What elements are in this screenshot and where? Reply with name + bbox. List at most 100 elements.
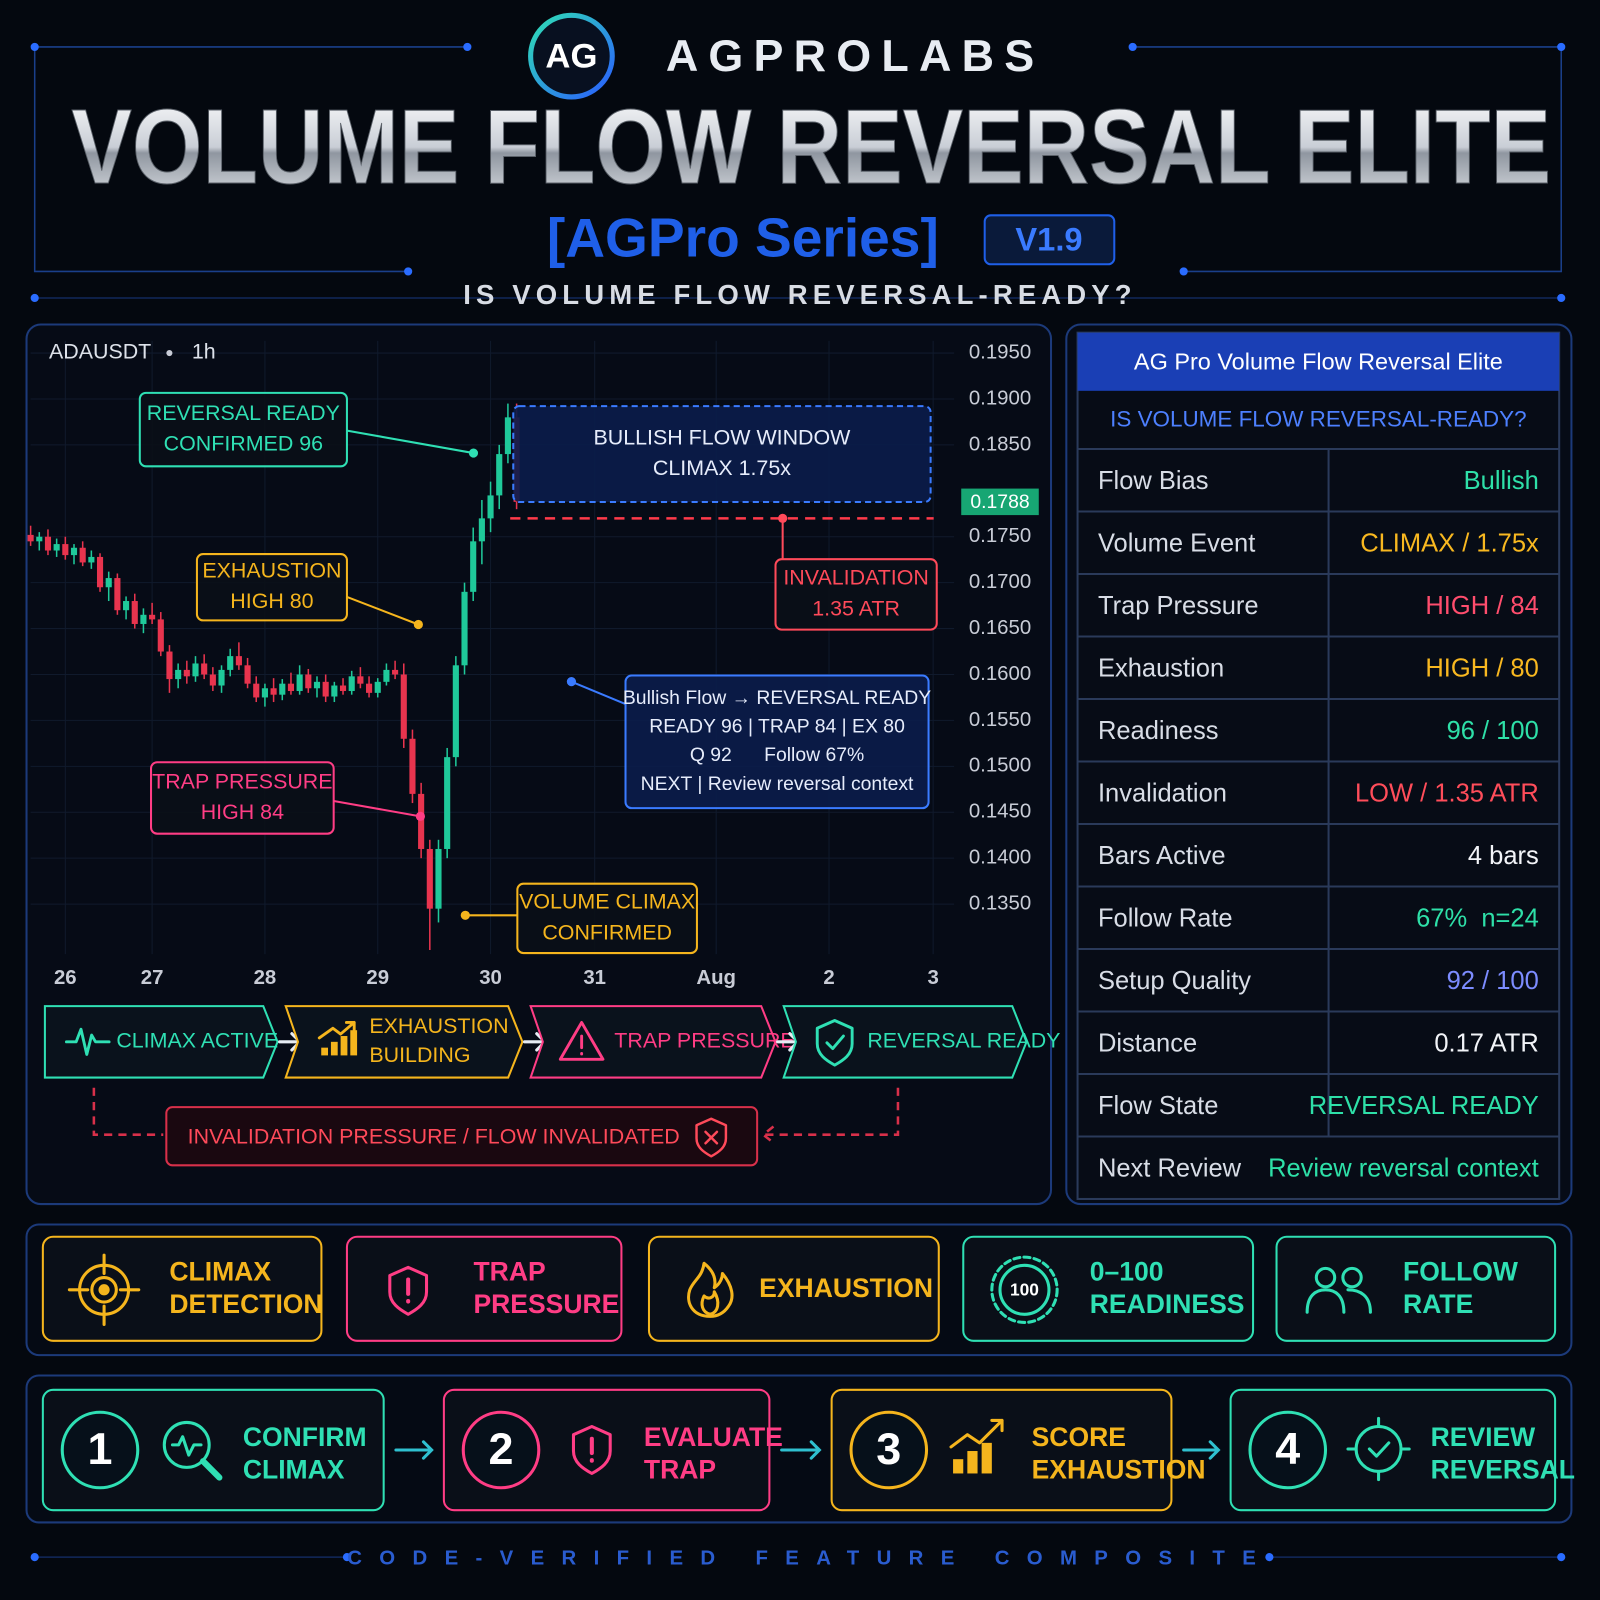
step-text: CLIMAX [243, 1454, 345, 1484]
candle-body [209, 674, 216, 686]
candle-body [452, 665, 459, 758]
row-label: Flow State [1098, 1092, 1218, 1120]
candle-body [496, 454, 503, 496]
candle-body [114, 578, 121, 611]
annotation-dot [778, 513, 788, 523]
icon-bars [317, 1020, 358, 1056]
annotation-dot [413, 619, 423, 630]
row-label: Exhaustion [1098, 655, 1224, 683]
row-value: 92 / 100 [1447, 967, 1539, 995]
icon-bar [340, 1036, 348, 1056]
candle-body [175, 669, 182, 680]
icon-bar [330, 1041, 338, 1056]
step-number: 2 [489, 1423, 514, 1474]
candle-body [435, 848, 442, 909]
symbol: ADAUSDT [49, 340, 151, 364]
candle-body [444, 757, 451, 849]
last-price-tag [961, 488, 1039, 516]
candle-body [261, 688, 268, 698]
row-label: Invalidation [1098, 780, 1227, 808]
candle-body [296, 674, 303, 692]
row-label: Distance [1098, 1030, 1197, 1058]
timeframe: 1h [192, 340, 216, 364]
icon-ring [998, 1263, 1051, 1316]
icon-target [67, 1253, 141, 1327]
candle-body [374, 681, 381, 693]
logo-text: AG [545, 37, 597, 75]
header-question: IS VOLUME FLOW REVERSAL-READY? [463, 279, 1136, 310]
row-value: Bullish [1464, 467, 1539, 495]
x-tick-label: 3 [927, 967, 938, 989]
annotation-text: CONFIRMED 96 [164, 432, 323, 456]
row-value: REVERSAL READY [1309, 1092, 1539, 1120]
candle-body [357, 676, 364, 684]
icon-path [704, 1130, 719, 1145]
annotation-text: HIGH 80 [230, 589, 313, 613]
candle-body [253, 683, 260, 698]
feature-badge: 100 [1010, 1279, 1039, 1299]
icon-path [64, 1027, 111, 1056]
annotation-text: 1.35 ATR [812, 596, 900, 620]
row-value: 67% n=24 [1416, 905, 1539, 933]
candle-body [149, 614, 156, 620]
candle-body [166, 651, 173, 680]
candle-body [70, 547, 78, 556]
row-label: Trap Pressure [1098, 592, 1259, 620]
candle-body [339, 685, 347, 692]
row-value: HIGH / 84 [1425, 592, 1538, 620]
row-value: 4 bars [1468, 842, 1539, 870]
icon-ring [162, 1420, 211, 1469]
candle-body [331, 685, 338, 697]
icon-path [200, 1458, 223, 1481]
x-tick-label: 31 [583, 967, 606, 989]
icon-bar [321, 1047, 329, 1056]
candle-body [183, 669, 190, 677]
step-text: REVERSAL [1431, 1454, 1575, 1484]
step-text: EVALUATE [644, 1422, 783, 1452]
candle-body [62, 544, 69, 556]
row-label: Setup Quality [1098, 967, 1251, 995]
icon-path [170, 1435, 203, 1457]
icon-check [1346, 1416, 1411, 1482]
row-label: Readiness [1098, 717, 1218, 745]
last-price-label: 0.1788 [970, 491, 1029, 513]
icon-bar [953, 1459, 964, 1474]
icon-gauge [990, 1255, 1059, 1324]
step-card [830, 1388, 1173, 1512]
candle-body [305, 674, 312, 689]
icon-head [1341, 1266, 1363, 1289]
flow-stage-text: CLIMAX ACTIVE [116, 1028, 278, 1052]
flow-arrow [1182, 1440, 1221, 1460]
candle-body [96, 556, 104, 588]
candle-body [461, 591, 468, 666]
invalidation-banner [165, 1106, 759, 1167]
candle-body [53, 544, 60, 551]
candle-body [44, 536, 52, 551]
status-question: IS VOLUME FLOW REVERSAL-READY? [1110, 406, 1526, 431]
candle-body [366, 683, 373, 693]
annotation-box [138, 391, 348, 468]
icon-shieldx [695, 1117, 728, 1158]
candle-body [270, 688, 277, 695]
step-text: CONFIRM [243, 1422, 367, 1452]
row-label: Follow Rate [1098, 905, 1233, 933]
step-text: EXHAUSTION [1032, 1454, 1206, 1484]
step-text: SCORE [1032, 1422, 1126, 1452]
step-circle [849, 1410, 929, 1490]
feature-text: EXHAUSTION [759, 1273, 933, 1303]
logo-ring [528, 12, 615, 100]
flow-stage-text: BUILDING [369, 1043, 470, 1067]
icon-people [1305, 1266, 1372, 1314]
y-tick-label: 0.1400 [969, 847, 1031, 869]
annotation-dot [468, 448, 479, 458]
status-header [1077, 332, 1560, 391]
annotation-text: BULLISH FLOW WINDOW [593, 425, 851, 449]
feature-text: RATE [1403, 1289, 1473, 1319]
status-table [1076, 331, 1561, 1200]
annotation-text: Bullish Flow → REVERSAL READY [623, 687, 931, 709]
icon-search [162, 1420, 223, 1481]
step-number: 3 [876, 1423, 901, 1474]
candle-body [192, 663, 199, 677]
